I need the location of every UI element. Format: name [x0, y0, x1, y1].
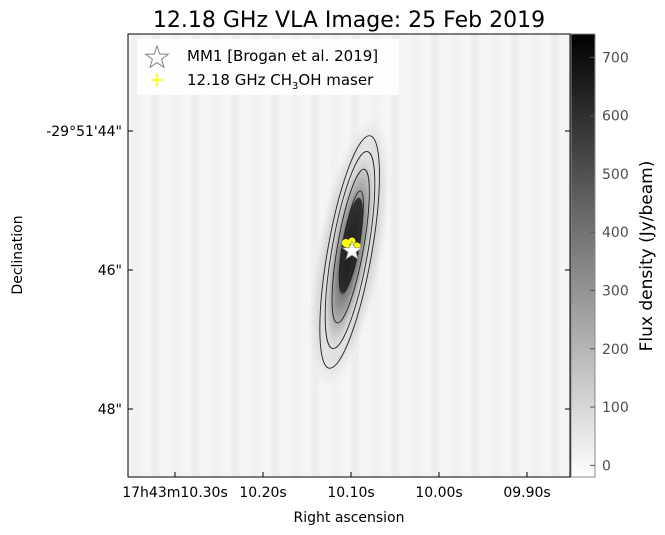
y-tick-label: 46"	[98, 263, 122, 279]
stripe	[491, 34, 499, 477]
stripe	[411, 34, 419, 477]
colorbar-label: Flux density (Jy/beam)	[637, 161, 657, 352]
x-tick-label: 10.10s	[327, 485, 374, 501]
x-axis: 17h43m10.30s 10.20s 10.10s 10.00s 09.90s…	[122, 472, 551, 526]
stripe	[531, 34, 539, 477]
stripe	[511, 34, 519, 477]
y-tick-label: -29°51'44"	[46, 124, 122, 140]
image-frame	[127, 33, 571, 478]
colorbar-tick-label: 700	[602, 50, 629, 66]
colorbar-gradient	[570, 33, 596, 478]
stripe	[151, 34, 159, 477]
mm1-star-marker	[341, 239, 363, 260]
contour-level-2	[324, 151, 376, 349]
stripe	[271, 34, 279, 477]
stripe	[211, 34, 219, 477]
stripe	[431, 34, 439, 477]
x-tick-label: 09.90s	[503, 485, 550, 501]
x-axis-label: Right ascension	[294, 510, 405, 526]
colorbar-tick-label: 500	[602, 167, 629, 183]
stripe	[291, 34, 299, 477]
y-axis-label: Declination	[10, 215, 26, 294]
chart-title: 12.18 GHz VLA Image: 25 Feb 2019	[153, 8, 545, 33]
colorbar-ticks: 0 100 200 300 400 500 600 700	[590, 50, 629, 474]
x-tick-label: 10.00s	[415, 485, 462, 501]
colorbar: 0 100 200 300 400 500 600 700 Flux density (Jy/…	[570, 33, 657, 478]
colorbar-tick-label: 200	[602, 342, 629, 358]
stripe	[231, 34, 239, 477]
image-panel	[128, 34, 570, 477]
stripe	[171, 34, 179, 477]
x-tick-label: 10.20s	[239, 485, 286, 501]
stripe	[551, 34, 559, 477]
stripe	[451, 34, 459, 477]
x-tick-label: 17h43m10.30s	[122, 485, 228, 501]
maser-spot	[342, 239, 350, 247]
stripe	[391, 34, 399, 477]
colorbar-tick-label: 100	[602, 400, 629, 416]
colorbar-tick-label: 0	[602, 458, 611, 474]
stripe	[131, 34, 139, 477]
stripe	[471, 34, 479, 477]
plus-icon	[151, 74, 163, 86]
legend-label-mm1: MM1 [Brogan et al. 2019]	[187, 47, 378, 65]
colorbar-tick-label: 300	[602, 283, 629, 299]
star-icon	[144, 44, 170, 69]
colorbar-tick-label: 400	[602, 225, 629, 241]
stripe	[251, 34, 259, 477]
colorbar-tick-label: 600	[602, 109, 629, 125]
legend-label-maser: 12.18 GHz CH3OH maser	[187, 71, 374, 92]
contour-level-3	[331, 168, 370, 324]
legend: MM1 [Brogan et al. 2019] 12.18 GHz CH3OH…	[137, 39, 399, 95]
y-tick-label: 48"	[98, 402, 122, 418]
y-axis: -29°51'44" 46" 48" Declination	[10, 124, 570, 418]
contour-level-1	[319, 135, 380, 369]
stripe	[191, 34, 199, 477]
legend-box	[137, 39, 399, 95]
